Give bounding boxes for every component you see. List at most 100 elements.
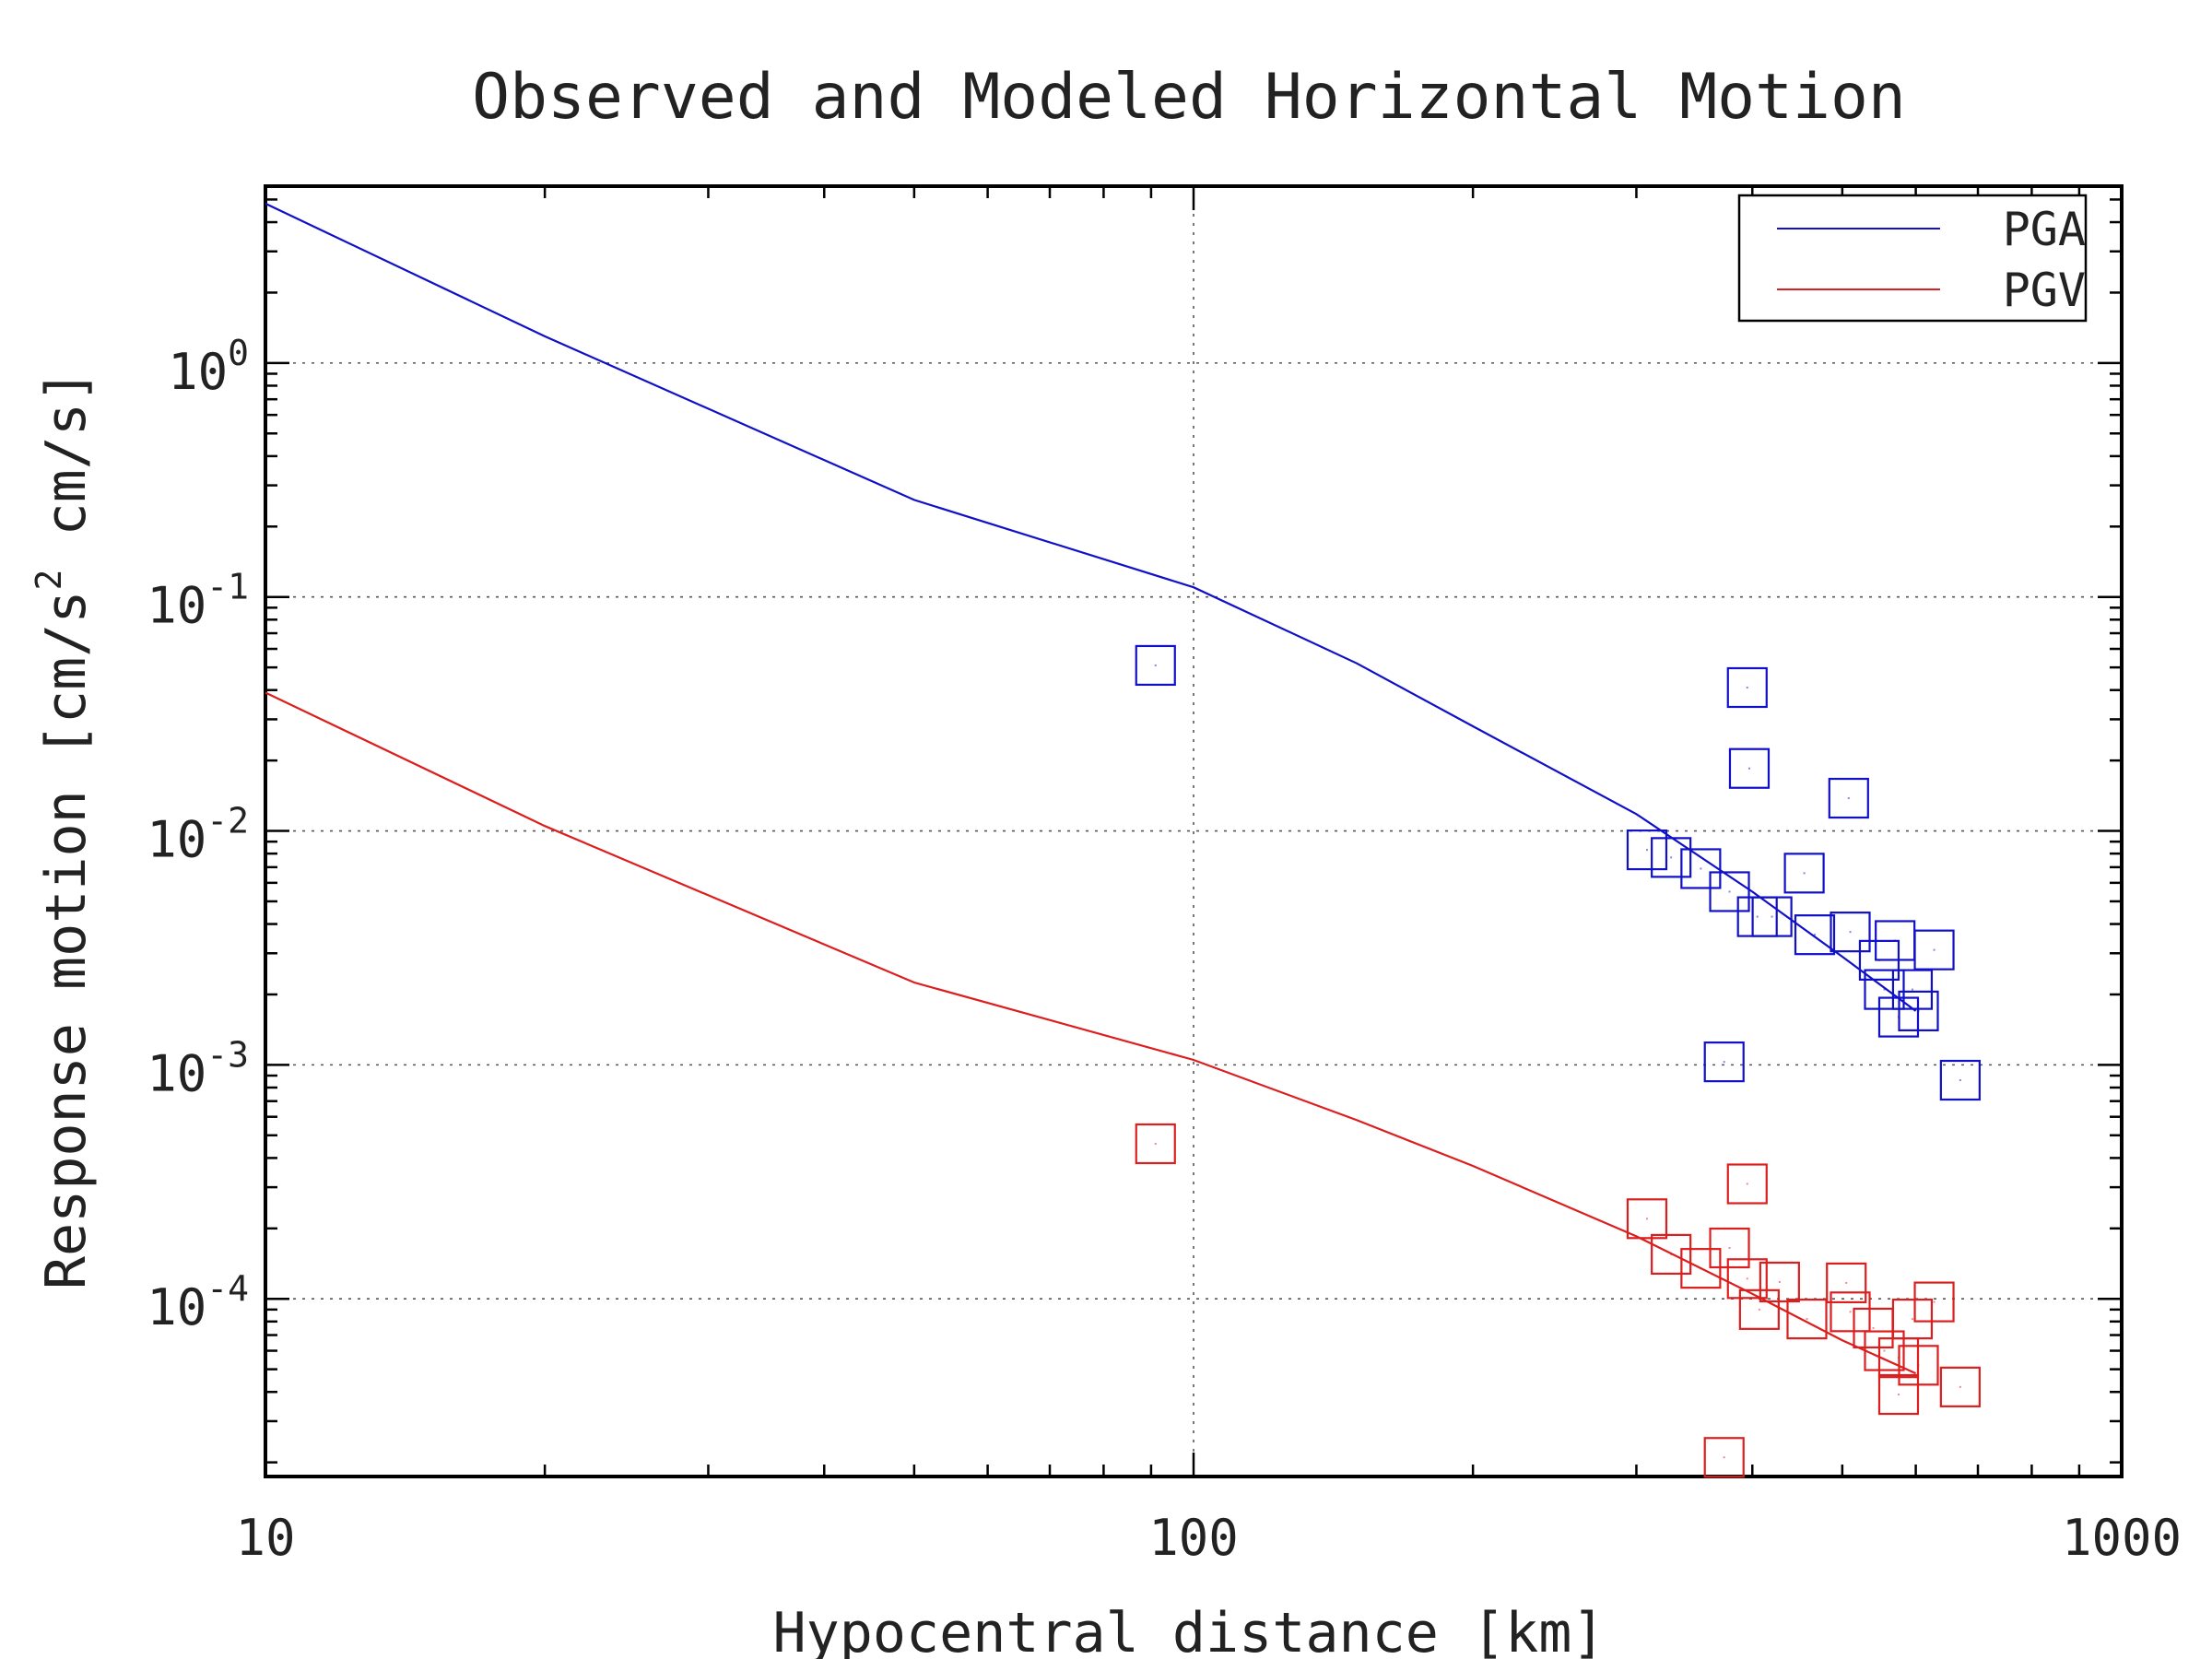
legend-label-pgv: PGV [2003, 264, 2086, 317]
y-tick-label-base: 10 [147, 577, 206, 635]
observed-point-center-pga [1700, 867, 1702, 870]
observed-point-pgv [1877, 1373, 1920, 1416]
observed-point-center-pgv [1746, 1182, 1748, 1185]
observed-point-pga [1783, 853, 1825, 894]
observed-point-center-pgv [1917, 1364, 1920, 1367]
observed-point-center-pgv [1154, 1142, 1157, 1145]
observed-point-center-pgv [1723, 1456, 1725, 1459]
observed-point-pgv [1939, 1366, 1981, 1407]
observed-markers [1135, 644, 1981, 1478]
observed-point-pgv [1703, 1437, 1745, 1478]
plot-frame [264, 184, 2124, 1478]
observed-point-pgv [1626, 1198, 1668, 1240]
y-tick-label-exponent: -1 [206, 567, 249, 607]
observed-point-center-pga [1756, 915, 1759, 918]
legend: PGA PGV [1737, 194, 2088, 323]
observed-point-pga [1898, 990, 1939, 1031]
chart-title: Observed and Modeled Horizontal Motion [472, 61, 1906, 134]
observed-point-center-pgv [1897, 1394, 1900, 1396]
model-line-pgv [265, 691, 1917, 1375]
observed-point-pgv [1786, 1298, 1828, 1340]
observed-point-center-pgv [1728, 1247, 1731, 1250]
observed-point-pgv [1726, 1258, 1768, 1300]
observed-point-center-pga [1803, 872, 1806, 875]
observed-point-center-pga [1746, 686, 1748, 688]
observed-point-center-pga [1883, 988, 1886, 991]
observed-point-pga [1728, 747, 1771, 789]
y-tick-label-exponent: -4 [206, 1268, 249, 1309]
observed-point-center-pga [1670, 856, 1673, 859]
x-tick-label: 100 [1148, 1509, 1239, 1567]
observed-point-pga [1939, 1059, 1981, 1101]
y-tick-label: 100 [168, 333, 249, 401]
y-tick-label-base: 10 [147, 1278, 206, 1336]
observed-point-center-pgv [1700, 1267, 1702, 1270]
observed-point-center-pgv [1778, 1280, 1781, 1283]
observed-point-center-pga [1849, 931, 1852, 934]
y-tick-label-base: 10 [168, 343, 228, 401]
observed-point-center-pga [1771, 915, 1773, 918]
y-axis-label-tail: cm/s] [34, 370, 99, 570]
legend-label-pga: PGA [2003, 203, 2086, 256]
observed-point-center-pgv [1645, 1218, 1648, 1220]
observed-point-center-pgv [1959, 1385, 1961, 1388]
observed-point-center-pga [1747, 767, 1750, 770]
observed-point-center-pgv [1806, 1318, 1808, 1321]
observed-point-pga [1794, 914, 1836, 956]
observed-point-center-pga [1814, 934, 1817, 936]
observed-point-pgv [1738, 1288, 1780, 1330]
y-tick-label: 10-2 [147, 801, 249, 869]
observed-point-pga [1751, 896, 1793, 937]
observed-point-pgv [1135, 1123, 1176, 1165]
y-tick-label-exponent: -2 [206, 801, 249, 841]
observed-point-center-pga [1894, 939, 1897, 942]
y-tick-label-base: 10 [147, 1044, 206, 1102]
legend-box [1737, 194, 2088, 323]
observed-point-center-pgv [1746, 1277, 1748, 1280]
y-axis-label: Response motion [cm/s2 cm/s] [29, 370, 99, 1289]
y-axis-label-superscript: 2 [29, 570, 69, 591]
y-tick-label: 10-1 [147, 567, 249, 635]
observed-point-center-pga [1728, 890, 1731, 893]
x-tick-label: 1000 [2062, 1509, 2182, 1567]
observed-point-pgv [1830, 1291, 1871, 1333]
x-axis-label: Hypocentral distance [km] [772, 1601, 1605, 1659]
observed-point-center-pgv [1911, 1318, 1913, 1321]
observed-point-pgv [1864, 1330, 1905, 1371]
observed-point-center-pga [1723, 1061, 1725, 1064]
observed-point-center-pga [1911, 988, 1913, 991]
observed-point-pgv [1891, 1298, 1934, 1340]
observed-point-center-pga [1154, 664, 1157, 666]
observed-point-center-pgv [1849, 1311, 1852, 1313]
y-tick-label: 10-4 [147, 1268, 249, 1336]
observed-point-center-pga [1645, 849, 1648, 852]
observed-point-center-pga [1933, 948, 1936, 951]
observed-point-pga [1680, 848, 1722, 889]
model-line-pga [265, 202, 1917, 1012]
observed-point-pgv [1913, 1281, 1955, 1323]
observed-point-pga [1830, 912, 1871, 953]
observed-point-pgv [1680, 1248, 1722, 1289]
y-tick-label-exponent: 0 [228, 333, 249, 373]
observed-point-center-pga [1959, 1079, 1961, 1082]
y-tick-label-base: 10 [147, 811, 206, 869]
observed-point-pgv [1726, 1163, 1768, 1205]
observed-point-center-pgv [1845, 1281, 1848, 1284]
x-tick-label: 10 [235, 1509, 295, 1567]
observed-point-center-pgv [1883, 1349, 1886, 1352]
observed-point-pga [1709, 871, 1750, 912]
observed-point-center-pga [1847, 797, 1850, 800]
observed-point-pga [1626, 829, 1668, 871]
observed-point-center-pga [1917, 1009, 1920, 1012]
observed-point-center-pgv [1758, 1308, 1760, 1311]
observed-point-center-pgv [1933, 1300, 1936, 1303]
axis-ticks [264, 186, 2122, 1477]
observed-point-pga [1864, 969, 1905, 1010]
series-layer [265, 202, 1917, 1375]
observed-point-center-pgv [1670, 1253, 1673, 1255]
observed-point-pga [1651, 837, 1692, 878]
y-tick-label-exponent: -3 [206, 1034, 249, 1075]
observed-point-pga [1703, 1041, 1745, 1083]
